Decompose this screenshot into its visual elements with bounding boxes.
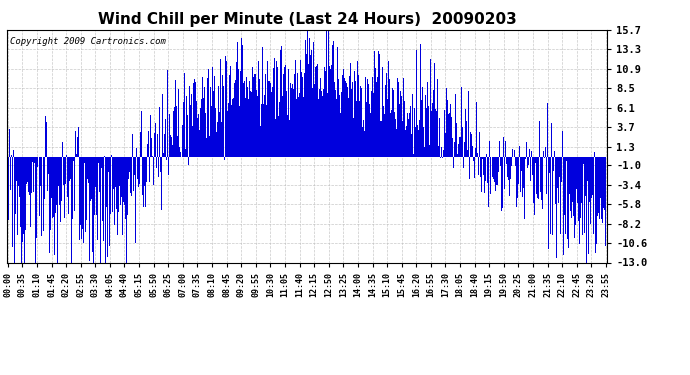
Title: Wind Chill per Minute (Last 24 Hours)  20090203: Wind Chill per Minute (Last 24 Hours) 20…: [98, 12, 516, 27]
Text: Copyright 2009 Cartronics.com: Copyright 2009 Cartronics.com: [10, 37, 166, 46]
